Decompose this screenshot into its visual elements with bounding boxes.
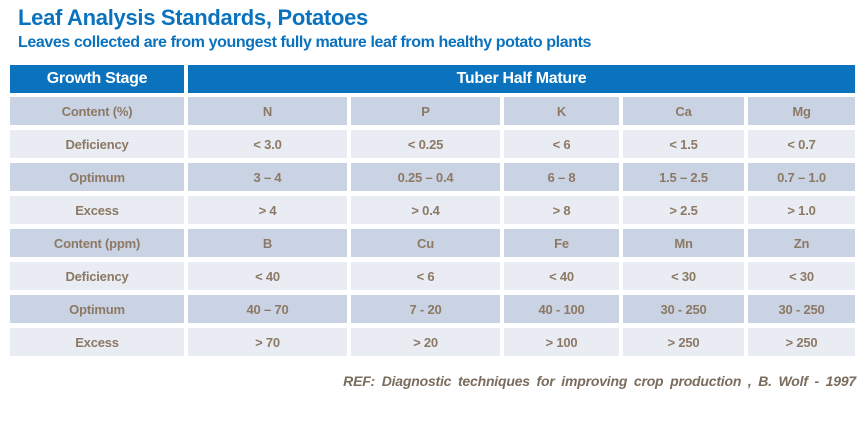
table-row: Deficiency < 3.0 < 0.25 < 6 < 1.5 < 0.7 xyxy=(10,130,856,158)
table-cell: 6 – 8 xyxy=(504,163,619,191)
table-cell: > 1.0 xyxy=(748,196,855,224)
table-row: Optimum 40 – 70 7 - 20 40 - 100 30 - 250 30 -… xyxy=(10,295,856,323)
table-cell: < 40 xyxy=(504,262,619,290)
row-label: Content (%) xyxy=(10,97,184,125)
row-label: Excess xyxy=(10,328,184,356)
table-cell: < 30 xyxy=(623,262,744,290)
table-cell: > 8 xyxy=(504,196,619,224)
table-cell: 40 – 70 xyxy=(188,295,347,323)
table-row: Deficiency < 40 < 6 < 40 < 30 < 30 xyxy=(10,262,856,290)
table-body: Content (%) N P K Ca Mg Deficiency < 3.0 < 0.25 <… xyxy=(10,97,856,356)
table-cell: < 6 xyxy=(351,262,500,290)
table-row: Excess > 70 > 20 > 100 > 250 > 250 xyxy=(10,328,856,356)
table-cell: > 2.5 xyxy=(623,196,744,224)
table-cell: Mn xyxy=(623,229,744,257)
table-cell: < 40 xyxy=(188,262,347,290)
table-cell: > 250 xyxy=(748,328,855,356)
row-label: Excess xyxy=(10,196,184,224)
table-cell: Mg xyxy=(748,97,855,125)
header-tuber-half-mature: Tuber Half Mature xyxy=(188,65,855,93)
row-label: Optimum xyxy=(10,295,184,323)
table-cell: K xyxy=(504,97,619,125)
table-row: Optimum 3 – 4 0.25 – 0.4 6 – 8 1.5 – 2.5 0.7 … xyxy=(10,163,856,191)
table-cell: < 3.0 xyxy=(188,130,347,158)
table-cell: 0.25 – 0.4 xyxy=(351,163,500,191)
table-cell: 30 - 250 xyxy=(748,295,855,323)
table-cell: < 30 xyxy=(748,262,855,290)
table-cell: > 70 xyxy=(188,328,347,356)
slide: Leaf Analysis Standards, Potatoes Leaves… xyxy=(0,5,866,422)
table-cell: B xyxy=(188,229,347,257)
table-cell: Fe xyxy=(504,229,619,257)
table-row: Content (ppm) B Cu Fe Mn Zn xyxy=(10,229,856,257)
table-cell: < 6 xyxy=(504,130,619,158)
table-cell: < 0.25 xyxy=(351,130,500,158)
table-cell: N xyxy=(188,97,347,125)
leaf-analysis-table: Growth Stage Tuber Half Mature Content (… xyxy=(10,65,856,361)
page-title: Leaf Analysis Standards, Potatoes xyxy=(18,5,368,30)
table-cell: > 4 xyxy=(188,196,347,224)
table-cell: Zn xyxy=(748,229,855,257)
table-cell: < 1.5 xyxy=(623,130,744,158)
table-cell: 7 - 20 xyxy=(351,295,500,323)
table-row: Excess > 4 > 0.4 > 8 > 2.5 > 1.0 xyxy=(10,196,856,224)
table-header-row: Growth Stage Tuber Half Mature xyxy=(10,65,856,93)
reference-text: REF: Diagnostic techniques for improving… xyxy=(343,373,856,389)
table-cell: Ca xyxy=(623,97,744,125)
table-cell: < 0.7 xyxy=(748,130,855,158)
table-cell: 3 – 4 xyxy=(188,163,347,191)
table-cell: 0.7 – 1.0 xyxy=(748,163,855,191)
table-cell: 30 - 250 xyxy=(623,295,744,323)
header-growth-stage: Growth Stage xyxy=(10,65,184,93)
table-row: Content (%) N P K Ca Mg xyxy=(10,97,856,125)
row-label: Deficiency xyxy=(10,130,184,158)
table-cell: > 100 xyxy=(504,328,619,356)
page-subtitle: Leaves collected are from youngest fully… xyxy=(18,34,591,51)
row-label: Optimum xyxy=(10,163,184,191)
table-cell: P xyxy=(351,97,500,125)
table-cell: > 0.4 xyxy=(351,196,500,224)
table-cell: 1.5 – 2.5 xyxy=(623,163,744,191)
row-label: Deficiency xyxy=(10,262,184,290)
table-cell: > 20 xyxy=(351,328,500,356)
row-label: Content (ppm) xyxy=(10,229,184,257)
table-cell: Cu xyxy=(351,229,500,257)
table-cell: > 250 xyxy=(623,328,744,356)
table-cell: 40 - 100 xyxy=(504,295,619,323)
